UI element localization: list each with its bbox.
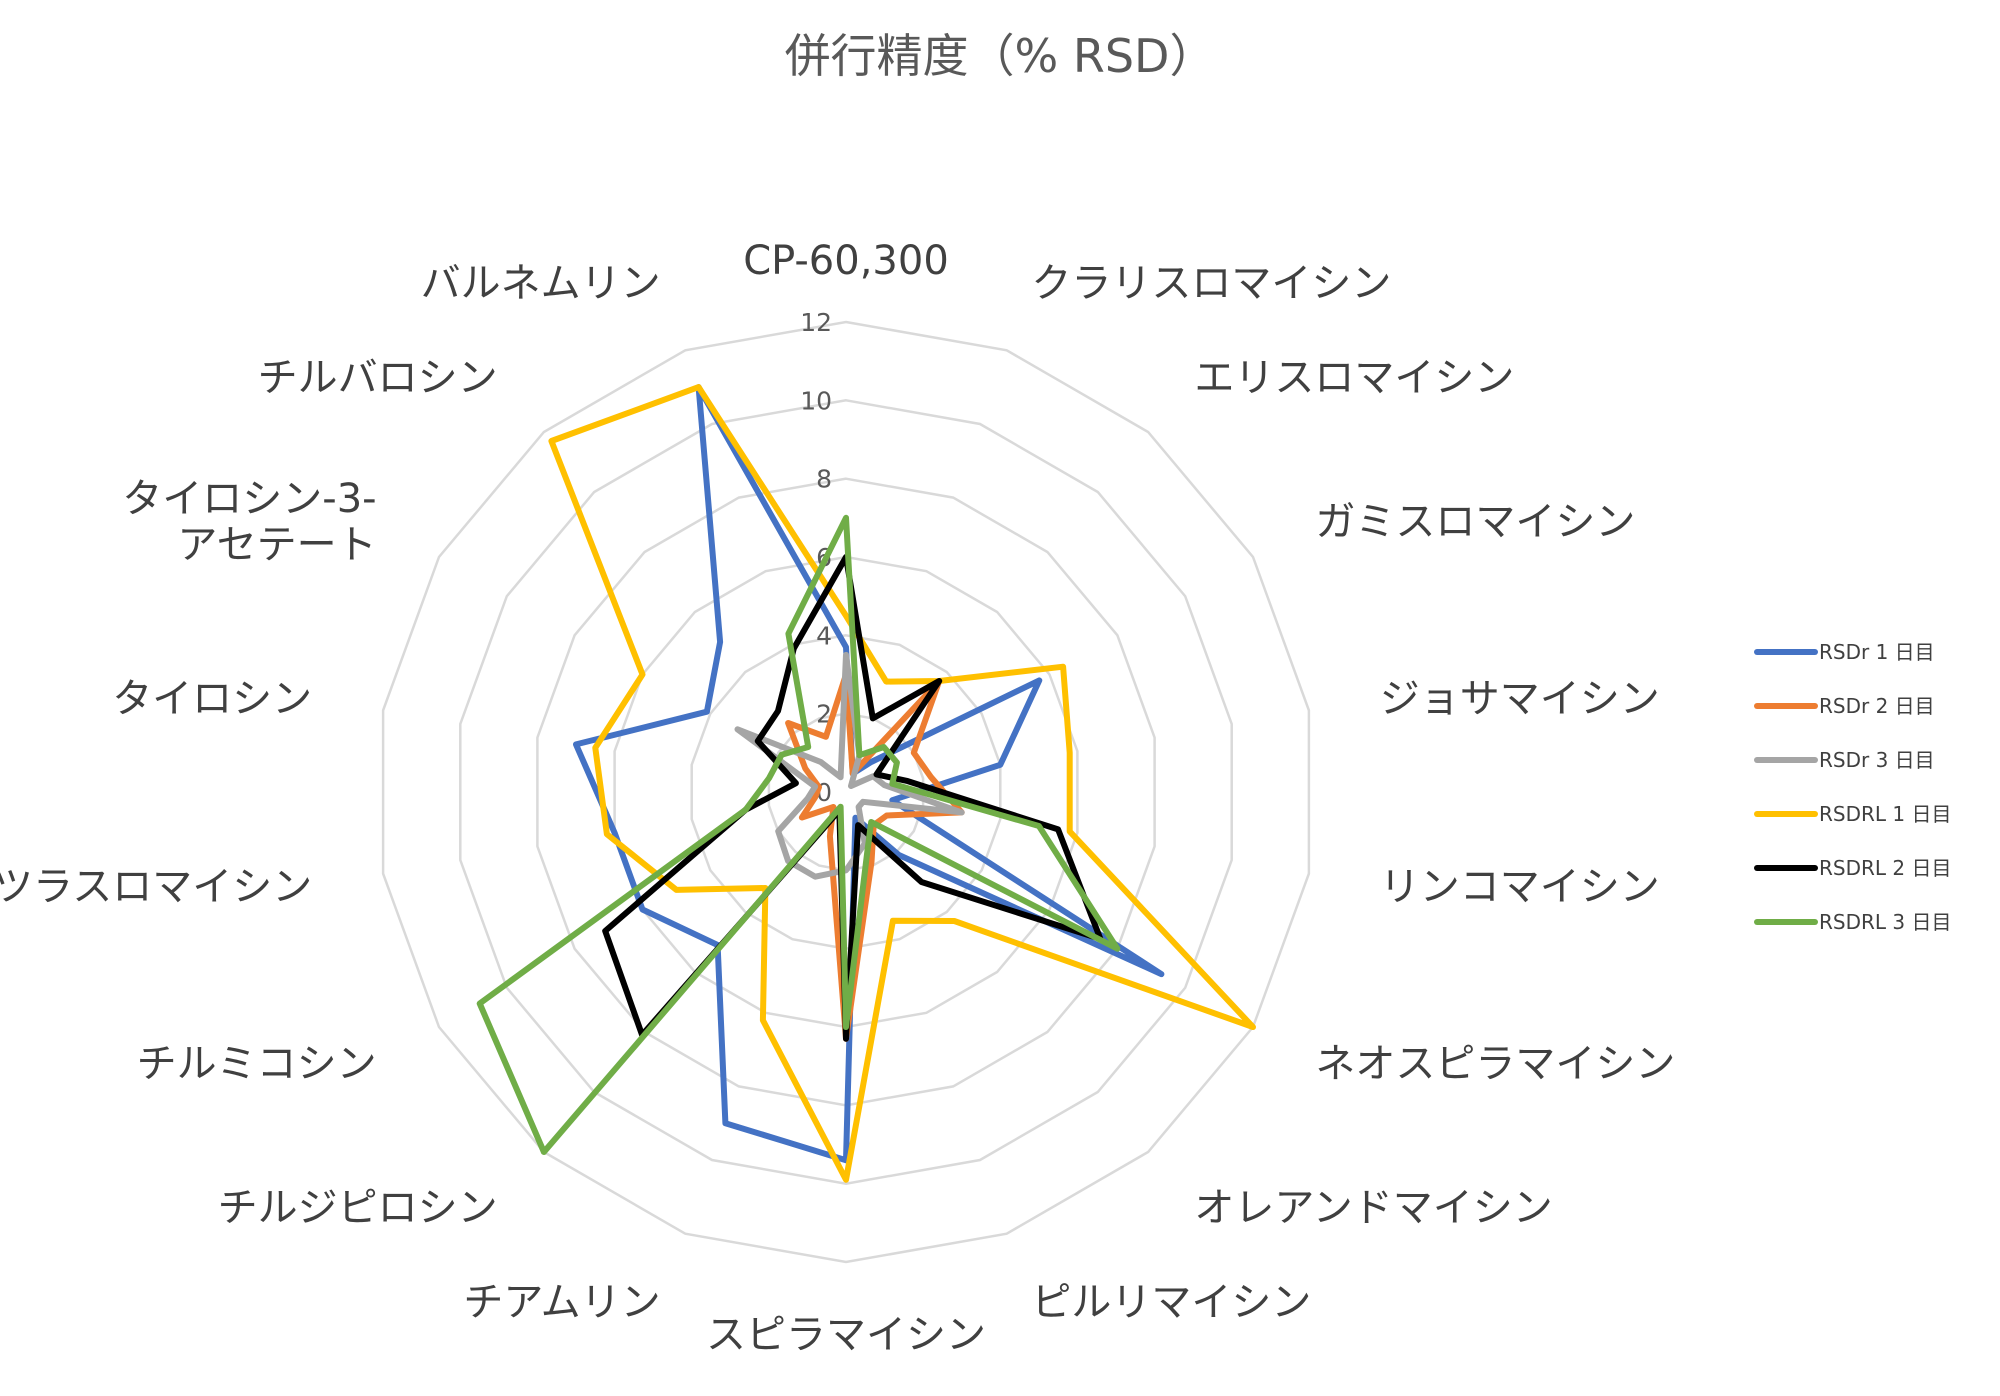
category-label-line: スピラマイシン [706, 1312, 986, 1358]
series-line-1 [573, 384, 1165, 1164]
category-label: ガミスロマイシン [1315, 499, 1635, 545]
category-label: オレアンドマイシン [1194, 1185, 1552, 1231]
category-label: バルネムリン [421, 261, 661, 307]
category-label-line: アセテート [177, 522, 376, 568]
radial-tick-label: 8 [816, 465, 832, 494]
series-line-4 [548, 384, 1256, 1183]
chart-title: 併行精度（% RSD） [785, 29, 1216, 83]
grid-ring [381, 320, 1311, 1264]
legend-label: RSDr 1 日目 [1819, 640, 1935, 664]
series-line-5 [602, 554, 1104, 1042]
category-label-line: バルネムリン [421, 261, 661, 307]
legend-label: RSDr 2 日目 [1819, 694, 1935, 718]
legend-label: RSDRL 1 日目 [1819, 802, 1951, 826]
category-label: タイロシン-3-アセテート [122, 476, 376, 568]
series-line-6 [476, 514, 1121, 1155]
radial-tick-label: 10 [800, 386, 832, 415]
category-label: チルジピロシン [218, 1185, 498, 1231]
category-label: ツラスロマイシン [0, 864, 312, 910]
category-label: スピラマイシン [706, 1312, 986, 1358]
radial-tick-label: 4 [816, 621, 832, 650]
category-label: ネオスピラマイシン [1315, 1041, 1675, 1087]
category-label-line: タイロシン-3- [122, 476, 376, 522]
grid-ring [459, 399, 1233, 1185]
category-label-line: ジョサマイシン [1380, 676, 1660, 722]
category-labels: CP-60,300 クラリスロマイシンエリスロマイシンガミスロマイシンジョサマイシ… [0, 238, 1675, 1358]
category-label-line: チアムリン [463, 1279, 660, 1325]
category-label-line: オレアンドマイシン [1194, 1185, 1552, 1231]
category-label-line: ガミスロマイシン [1315, 499, 1635, 545]
series-lines [476, 384, 1256, 1183]
radial-tick-label: 12 [800, 308, 832, 337]
legend-label: RSDRL 3 日目 [1819, 910, 1951, 934]
category-label-line: クラリスロマイシン [1031, 261, 1391, 307]
category-label: エリスロマイシン [1194, 355, 1514, 401]
category-label-line: チルバロシン [258, 355, 498, 401]
category-label: ピルリマイシン [1031, 1279, 1311, 1325]
category-label: クラリスロマイシン [1031, 261, 1391, 307]
series-line-3 [734, 651, 965, 880]
category-label-line: ツラスロマイシン [0, 864, 312, 910]
category-label-line: リンコマイシン [1380, 864, 1660, 910]
category-label: チルミコシン [137, 1041, 377, 1087]
category-label: CP-60,300 [743, 238, 949, 284]
category-label-line: CP-60,300 [743, 238, 949, 284]
category-label-line: エリスロマイシン [1194, 355, 1514, 401]
category-label-line: チルジピロシン [218, 1185, 498, 1231]
legend-label: RSDRL 2 日目 [1819, 856, 1951, 880]
category-label: チルバロシン [258, 355, 498, 401]
category-label: タイロシン [112, 676, 312, 722]
category-label: チアムリン [463, 1279, 660, 1325]
category-label: リンコマイシン [1380, 864, 1660, 910]
category-label-line: ネオスピラマイシン [1315, 1041, 1675, 1087]
legend-label: RSDr 3 日目 [1819, 748, 1935, 772]
legend: RSDr 1 日目 RSDr 2 日目 RSDr 3 日目 RSDRL 1 日目 RSD… [1754, 640, 1951, 934]
category-label-line: チルミコシン [137, 1041, 377, 1087]
category-label-line: タイロシン [112, 676, 312, 722]
category-label-line: ピルリマイシン [1031, 1279, 1311, 1325]
category-label: ジョサマイシン [1380, 676, 1660, 722]
